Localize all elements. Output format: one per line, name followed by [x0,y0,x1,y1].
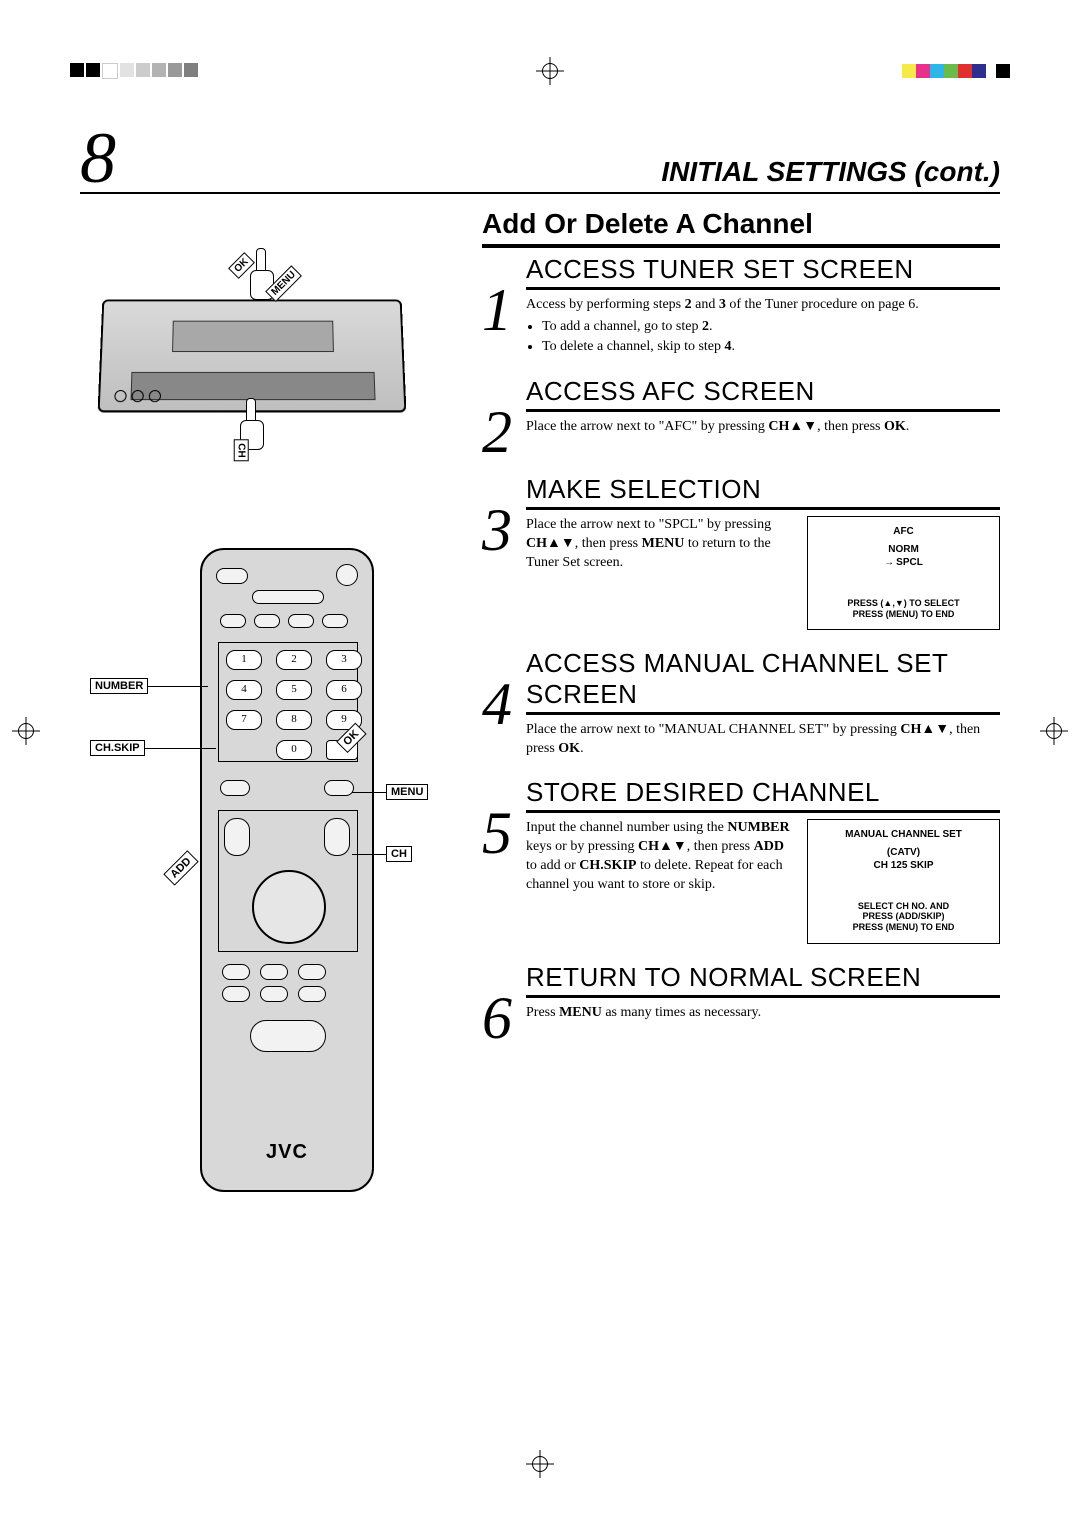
step-heading: MAKE SELECTION [526,474,1000,510]
remote-label-menu: MENU [386,784,428,800]
screen-line: (CATV) [816,846,991,860]
step-bullet: To delete a channel, skip to step 4. [542,338,1000,357]
step-number: 4 [482,648,526,759]
step-number: 2 [482,376,526,456]
vcr-label-ch: CH [234,439,249,461]
screen-afc: AFC NORM SPCL PRESS (▲,▼) TO SELECT PRES… [807,516,1000,630]
remote-label-ch: CH [386,846,412,862]
step-heading: RETURN TO NORMAL SCREEN [526,962,1000,998]
screen-footer: PRESS (MENU) TO END [816,609,991,620]
step-text: Input the channel number using the NUMBE… [526,819,797,895]
vcr-illustration: OK MENU CH [80,248,420,448]
main-content: OK MENU CH 1 2 3 [80,208,1000,1248]
step-text: Access by performing steps 2 and 3 of th… [526,296,1000,358]
remote-key: 5 [276,680,312,700]
screen-line: CH 125 SKIP [873,860,933,871]
step-heading: ACCESS MANUAL CHANNEL SET SCREEN [526,648,1000,715]
screen-line: NORM [816,543,991,557]
step-5: 5 STORE DESIRED CHANNEL Input the channe… [482,777,1000,944]
step-2: 2 ACCESS AFC SCREEN Place the arrow next… [482,376,1000,456]
remote-brand: JVC [202,1141,372,1164]
step-text: Press MENU as many times as necessary. [526,1004,1000,1023]
crosshair-icon [539,60,561,82]
step-text: Place the arrow next to "MANUAL CHANNEL … [526,721,1000,759]
remote-label-add: ADD [163,850,198,885]
color-swatches [902,64,1010,78]
illustration-column: OK MENU CH 1 2 3 [80,208,460,1248]
step-text: Place the arrow next to "AFC" by pressin… [526,418,1000,437]
step-body-text: Access by performing steps 2 and 3 of th… [526,297,919,312]
screen-title: AFC [816,525,991,539]
step-number: 6 [482,962,526,1042]
remote-key: 0 [276,740,312,760]
step-text: Place the arrow next to "SPCL" by pressi… [526,516,797,573]
remote-key: 7 [226,710,262,730]
steps-column: Add Or Delete A Channel 1 ACCESS TUNER S… [482,208,1000,1248]
step-number: 5 [482,777,526,944]
screen-footer: PRESS (MENU) TO END [816,922,991,933]
remote-illustration: 1 2 3 4 5 6 7 8 9 [80,548,440,1248]
cross-pad-icon [252,870,326,944]
remote-key: 8 [276,710,312,730]
remote-key: 2 [276,650,312,670]
step-number: 1 [482,254,526,359]
step-3: 3 MAKE SELECTION Place the arrow next to… [482,474,1000,630]
remote-key: 6 [326,680,362,700]
step-6: 6 RETURN TO NORMAL SCREEN Press MENU as … [482,962,1000,1042]
step-heading: ACCESS TUNER SET SCREEN [526,254,1000,290]
header-title: INITIAL SETTINGS (cont.) [136,156,1000,188]
remote-key: 3 [326,650,362,670]
step-1: 1 ACCESS TUNER SET SCREEN Access by perf… [482,254,1000,359]
page-header: 8 INITIAL SETTINGS (cont.) [80,130,1000,194]
step-4: 4 ACCESS MANUAL CHANNEL SET SCREEN Place… [482,648,1000,759]
step-bullet: To add a channel, go to step 2. [542,318,1000,337]
crosshair-icon [15,720,37,742]
screen-footer: PRESS (▲,▼) TO SELECT [816,598,991,609]
remote-label-chskip: CH.SKIP [90,740,145,756]
step-number: 3 [482,474,526,630]
screen-footer: PRESS (ADD/SKIP) [816,911,991,922]
bw-swatches [70,63,198,79]
screen-footer: SELECT CH NO. AND [816,901,991,912]
screen-manual-channel: MANUAL CHANNEL SET (CATV) CH 125 SKIP SE… [807,819,1000,944]
screen-line: SPCL [884,557,923,568]
remote-key: 1 [226,650,262,670]
remote-key: 4 [226,680,262,700]
page-number: 8 [80,130,116,188]
crosshair-icon [1043,720,1065,742]
section-title: Add Or Delete A Channel [482,208,1000,248]
remote-label-number: NUMBER [90,678,148,694]
step-heading: STORE DESIRED CHANNEL [526,777,1000,813]
manual-page: 8 INITIAL SETTINGS (cont.) OK MENU CH [0,0,1080,1525]
step-heading: ACCESS AFC SCREEN [526,376,1000,412]
screen-title: MANUAL CHANNEL SET [816,828,991,842]
crosshair-icon [529,1453,551,1475]
registration-marks-top [0,60,1080,82]
